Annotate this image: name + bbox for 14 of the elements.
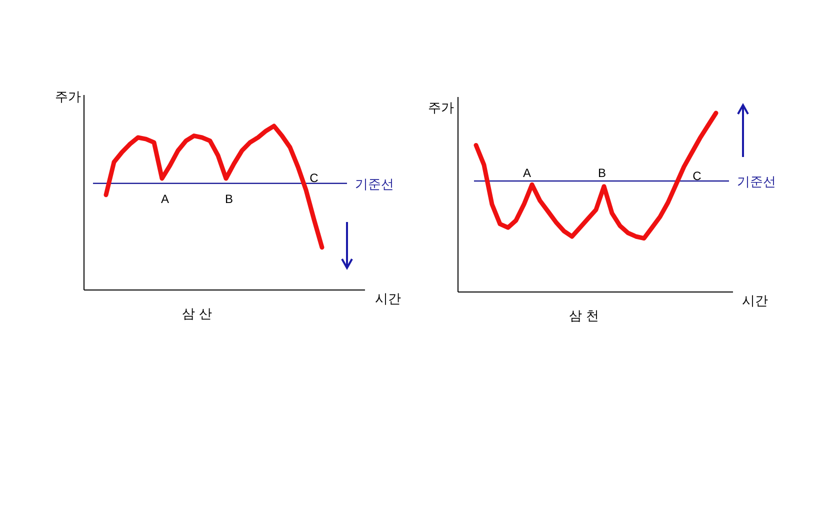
ref-line-label: 기준선 [737,174,776,190]
annotation: B [598,166,606,180]
text: 삼 산 [182,306,212,321]
y-axis-title: 주가 [55,89,81,104]
y-axis-title: 주가 [428,100,454,115]
text: 삼 천 [569,308,599,323]
x-axis-title: 시간 [742,293,768,308]
annotation: C [692,169,702,183]
x-axis-title: 시간 [375,291,401,306]
annotation: B [224,192,234,206]
annotation: C [310,171,319,185]
annotation: A [160,192,170,206]
ref-line-label: 기준선 [355,176,394,192]
annotation: A [522,166,532,180]
